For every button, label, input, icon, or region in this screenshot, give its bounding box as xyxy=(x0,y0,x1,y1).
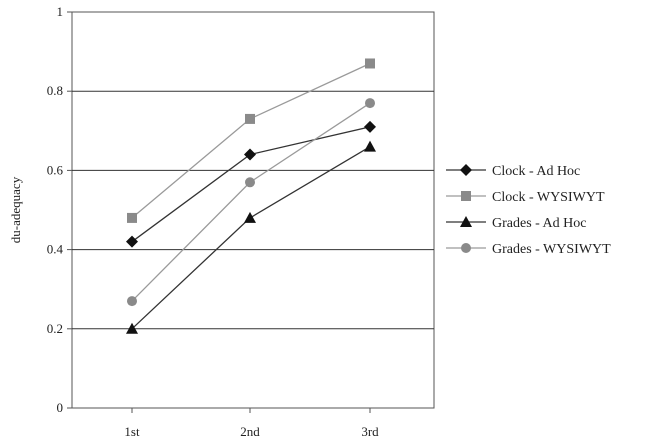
y-tick-label: 0.6 xyxy=(47,162,64,177)
legend-label: Grades - Ad Hoc xyxy=(492,216,586,231)
data-point xyxy=(126,322,138,334)
x-axis-ticks: 1st 2nd 3rd xyxy=(124,408,379,439)
data-point xyxy=(364,140,376,152)
grid-lines xyxy=(72,90,434,330)
x-tick-label: 2nd xyxy=(240,424,260,439)
x-tick-label: 1st xyxy=(124,424,140,439)
x-tick-label: 3rd xyxy=(361,424,379,439)
data-point xyxy=(244,148,256,161)
legend-label: Clock - Ad Hoc xyxy=(492,164,580,179)
y-tick-label: 1 xyxy=(57,4,64,19)
legend-marker xyxy=(460,216,472,227)
y-tick-label: 0 xyxy=(57,400,64,415)
data-point xyxy=(365,58,375,69)
legend-marker xyxy=(461,191,471,201)
legend-label: Clock - WYSIWYT xyxy=(492,190,605,205)
legend: Clock - Ad Hoc Clock - WYSIWYT Grades - Ad… xyxy=(446,164,611,257)
data-point xyxy=(127,296,137,307)
legend-marker xyxy=(461,243,471,253)
legend-label: Grades - WYSIWYT xyxy=(492,242,611,257)
y-tick-label: 0.4 xyxy=(47,242,64,257)
plot-area xyxy=(71,11,435,409)
data-point xyxy=(245,113,255,124)
y-tick-label: 0.2 xyxy=(47,321,63,336)
data-point xyxy=(126,235,138,248)
data-point xyxy=(365,98,375,109)
data-point xyxy=(244,211,256,223)
data-point xyxy=(364,120,376,133)
y-tick-label: 0.8 xyxy=(47,83,63,98)
y-axis-label: du-adequacy xyxy=(8,176,23,243)
data-point xyxy=(245,177,255,188)
legend-marker xyxy=(460,164,472,176)
data-point xyxy=(127,212,137,223)
y-axis-ticks: 0 0.2 0.4 0.6 0.8 1 xyxy=(47,4,72,415)
series-markers xyxy=(126,58,376,334)
